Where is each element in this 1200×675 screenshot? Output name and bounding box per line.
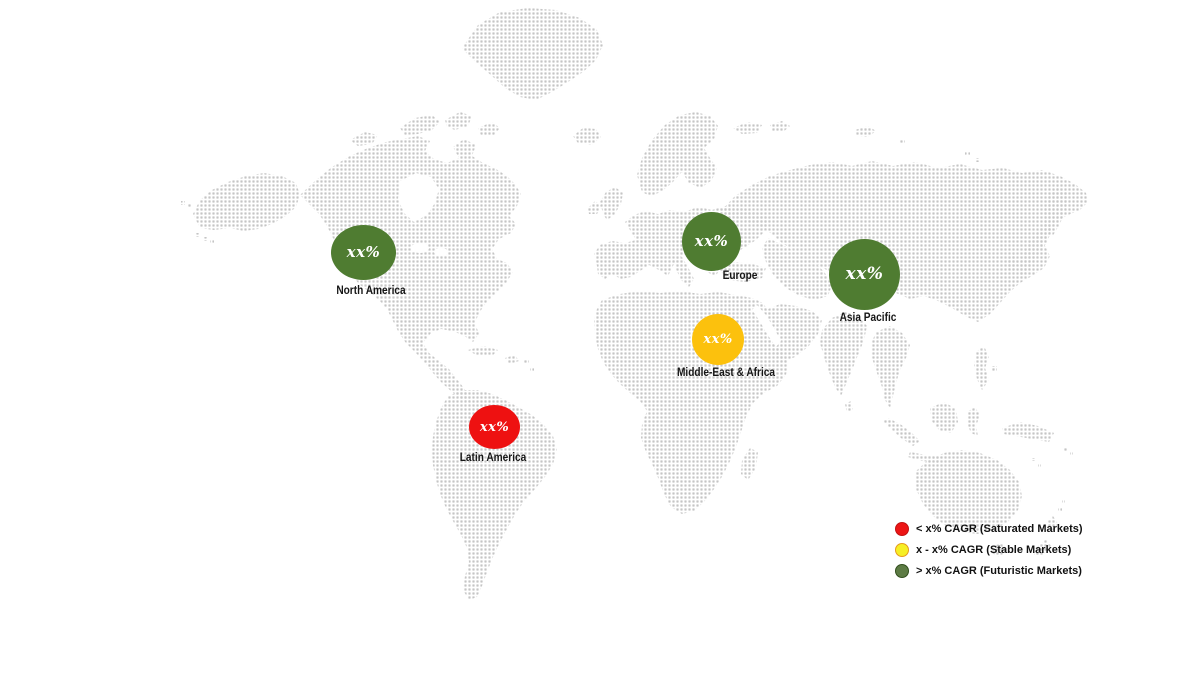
bubble-middle-east-africa: xx% [692,314,744,365]
continent-north-america [300,136,521,403]
region-label-asia-pacific: Asia Pacific [839,312,897,324]
island-severnaya [855,126,876,137]
island-antilles [524,360,529,364]
island-arctic-east [965,152,970,156]
peninsula-kamchatka [1044,186,1068,237]
continent-australia [915,450,1022,534]
island-sri-lanka [845,401,853,413]
peninsula-italy [673,257,694,287]
island-pacific [1070,452,1073,455]
continent-south-america [432,390,557,600]
water-red-sea [752,305,781,347]
continent-greenland [462,8,603,100]
water-great-lakes [434,248,448,256]
legend-label-futuristic: > x% CAGR (Futuristic Markets) [916,565,1082,577]
region-label-north-america: North America [336,285,406,297]
island-pacific [1063,447,1067,451]
continent-africa [594,291,788,514]
island-aleutian [210,240,214,244]
peninsula-arabia [765,304,822,362]
island-aleutian [196,233,200,237]
island-arctic-east [900,140,905,144]
peninsula-anatolia [718,262,766,282]
island-japan [1017,222,1053,277]
bubble-value-north-america: xx% [346,243,381,261]
island-borneo [930,402,958,433]
legend-dot-stable-icon [895,543,909,557]
region-label-latin-america: Latin America [459,452,527,464]
water-hudson-bay [398,173,439,222]
island-madagascar [741,448,758,480]
island-britain [600,187,623,220]
island-aleutian [181,201,185,205]
continent-scandinavia [637,112,718,196]
island-svalbard [733,122,762,134]
island-arctic [445,112,472,130]
island-pacific [1058,508,1062,512]
peninsula-indochina [871,326,910,408]
island-ireland [588,201,602,214]
legend: < x% CAGR (Saturated Markets) x - x% CAG… [895,522,1083,585]
island-philippines [974,346,989,390]
legend-dot-futuristic-icon [895,564,909,578]
island-new-zealand-north [1046,516,1058,532]
legend-label-stable: x - x% CAGR (Stable Markets) [916,544,1072,556]
continent-alaska [193,173,300,231]
island-new-guinea [1002,422,1054,442]
island-cuba [468,346,498,356]
continent-asia [720,161,1088,322]
island-franz-josef [770,121,790,132]
island-hispaniola [505,355,519,364]
island-arctic [478,122,500,136]
island-pacific [1032,458,1035,461]
bubble-north-america: xx% [331,225,396,280]
legend-item-saturated: < x% CAGR (Saturated Markets) [895,522,1083,536]
subcontinent-india [820,312,867,396]
island-arctic-east [975,158,979,162]
island-pacific [1038,464,1041,467]
island-new-zealand-south [1034,539,1051,556]
water-great-lakes [411,243,429,253]
island-iceland [573,128,601,145]
island-tasmania [992,543,1007,557]
island-arctic [350,132,378,146]
peninsula-korea [1006,254,1019,273]
bubble-value-latin-america: xx% [479,419,510,435]
island-sumatra [883,418,920,446]
island-arctic [400,115,440,135]
bubble-asia-pacific: xx% [829,239,900,310]
island-aleutian [203,237,207,241]
bubble-latin-america: xx% [469,405,520,449]
region-middle-east [762,238,832,300]
bubble-value-middle-east-africa: xx% [703,332,733,347]
island-sulawesi [967,407,980,436]
legend-label-saturated: < x% CAGR (Saturated Markets) [916,523,1083,535]
bubble-value-europe: xx% [694,232,729,250]
legend-item-stable: x - x% CAGR (Stable Markets) [895,543,1083,557]
legend-dot-saturated-icon [895,522,909,536]
island-philippines-minor [992,366,997,371]
island-antilles [530,368,534,372]
legend-item-futuristic: > x% CAGR (Futuristic Markets) [895,564,1083,578]
region-label-europe: Europe [722,270,758,282]
bubble-value-asia-pacific: xx% [845,264,884,284]
bubble-europe: xx% [682,212,741,271]
region-label-middle-east-africa: Middle-East & Africa [676,367,776,379]
island-aleutian [187,204,191,208]
island-pacific [1062,500,1065,503]
